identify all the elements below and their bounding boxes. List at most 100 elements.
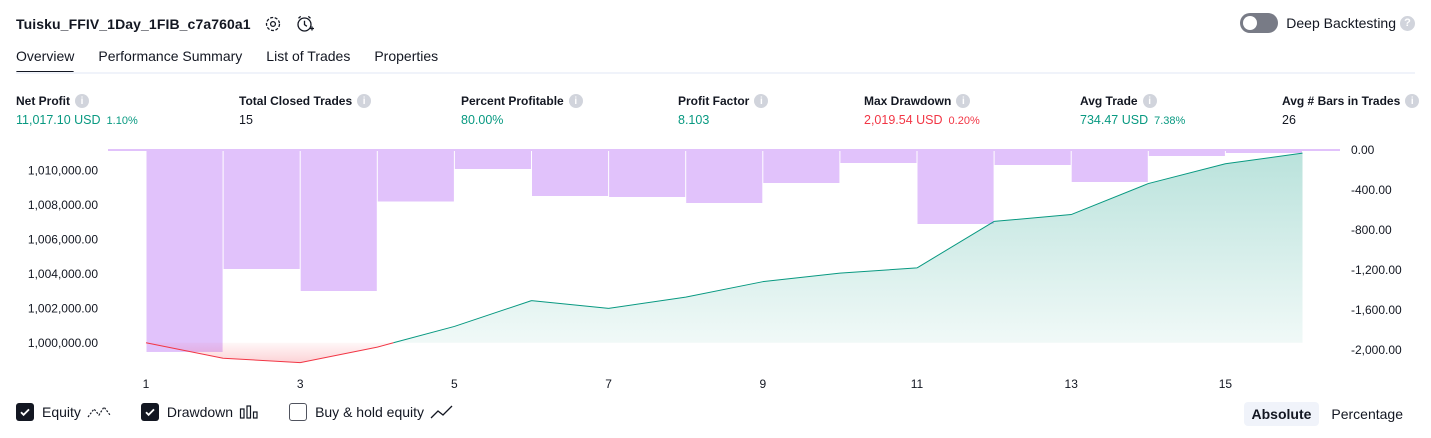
stat-value: 2,019.54 USD — [864, 113, 943, 127]
question-icon[interactable]: ? — [1400, 15, 1415, 31]
deep-backtesting-toggle[interactable] — [1240, 13, 1279, 33]
strategy-header: Tuisku_FFIV_1Day_1FIB_c7a760a1 — [16, 12, 315, 36]
left-axis-tick: 1,008,000.00 — [28, 198, 98, 212]
buy-hold-line-icon — [430, 404, 454, 420]
drawdown-bar — [840, 150, 917, 163]
drawdown-bar — [1071, 150, 1148, 182]
x-axis-tick: 9 — [759, 377, 766, 391]
left-axis-tick: 1,010,000.00 — [28, 164, 98, 178]
legend-drawdown[interactable]: Drawdown — [140, 403, 259, 421]
info-icon[interactable]: i — [75, 94, 89, 108]
left-axis-tick: 1,006,000.00 — [28, 233, 98, 247]
stat-percent: 7.38% — [1154, 115, 1186, 127]
deep-backtesting-label: Deep Backtesting — [1286, 15, 1396, 31]
equity-line-profit — [393, 152, 1303, 344]
stat-value: 8.103 — [678, 113, 710, 127]
equity-drawdown-chart[interactable]: 1,010,000.00 1,008,000.00 1,006,000.00 1,00… — [0, 140, 1431, 395]
percentage-button[interactable]: Percentage — [1331, 406, 1403, 422]
drawdown-bar — [532, 150, 609, 196]
equity-area-profit — [146, 153, 1303, 343]
toggle-knob — [1243, 16, 1258, 30]
stat-value: 80.00% — [461, 113, 504, 127]
left-axis-tick: 1,004,000.00 — [28, 267, 98, 281]
info-icon[interactable]: i — [357, 94, 372, 108]
right-axis-tick: -400.00 — [1351, 183, 1392, 197]
x-axis-tick: 13 — [1065, 377, 1079, 391]
drawdown-bar — [763, 150, 840, 183]
tab-bar: Overview Performance Summary List of Tra… — [16, 48, 462, 74]
legend-equity[interactable]: Equity — [16, 403, 111, 421]
x-axis-tick: 11 — [911, 377, 924, 391]
info-icon[interactable]: i — [1405, 94, 1420, 108]
drawdown-bar — [454, 150, 531, 169]
x-axis-tick: 15 — [1219, 377, 1233, 391]
buy-hold-checkbox[interactable] — [289, 403, 308, 421]
tab-performance-summary[interactable]: Performance Summary — [98, 48, 243, 64]
x-axis-tick: 1 — [143, 377, 150, 391]
chart-legend: Equity Drawdown Buy & hold equity — [16, 403, 484, 421]
stat-value: 11,017.10 USD — [16, 113, 101, 127]
drawdown-bars-icon — [239, 404, 259, 420]
alarm-clock-plus-icon[interactable] — [295, 14, 315, 34]
stat-profit-factor: Profit Factor i 8.103 — [678, 94, 769, 127]
drawdown-bar — [300, 150, 377, 291]
info-icon[interactable]: i — [956, 94, 971, 108]
x-axis-tick: 5 — [451, 377, 458, 391]
stat-label: Avg Trade — [1080, 94, 1138, 108]
drawdown-bar — [146, 150, 223, 352]
right-axis-tick: -2,000.00 — [1351, 343, 1402, 357]
x-axis-tick: 3 — [297, 377, 304, 391]
x-axis-tick: 7 — [605, 377, 612, 391]
equity-line-icon — [87, 404, 111, 420]
stat-label: Max Drawdown — [864, 94, 952, 108]
equity-area-loss — [146, 342, 394, 363]
equity-label: Equity — [42, 404, 81, 420]
drawdown-checkbox[interactable] — [140, 403, 159, 421]
equity-checkbox[interactable] — [16, 403, 34, 421]
right-axis-tick: -1,600.00 — [1351, 303, 1402, 317]
strategy-title: Tuisku_FFIV_1Day_1FIB_c7a760a1 — [16, 16, 251, 32]
tab-list-of-trades[interactable]: List of Trades — [266, 48, 351, 64]
left-axis-tick: 1,000,000.00 — [28, 336, 98, 350]
left-axis-tick: 1,002,000.00 — [28, 301, 98, 315]
drawdown-bar — [1148, 150, 1225, 156]
stat-percent: 0.20% — [948, 115, 980, 127]
info-icon[interactable]: i — [1142, 94, 1157, 108]
stat-value: 15 — [239, 113, 253, 127]
drawdown-bar — [609, 150, 686, 197]
tab-divider — [16, 72, 1415, 74]
drawdown-bar — [1225, 150, 1302, 153]
stat-max-drawdown: Max Drawdown i 2,019.54 USD 0.20% — [864, 94, 980, 127]
stat-label: Avg # Bars in Trades — [1282, 94, 1401, 108]
stat-percent-profitable: Percent Profitable i 80.00% — [461, 94, 583, 127]
stat-value: 26 — [1282, 113, 1296, 127]
gear-icon[interactable] — [263, 14, 283, 34]
scale-mode-switch: Absolute Percentage — [1240, 402, 1412, 426]
stat-label: Profit Factor — [678, 94, 750, 108]
drawdown-bar — [994, 150, 1071, 165]
drawdown-label: Drawdown — [166, 404, 234, 420]
info-icon[interactable]: i — [754, 94, 769, 108]
stat-value: 734.47 USD — [1080, 113, 1149, 127]
tab-properties[interactable]: Properties — [374, 48, 439, 64]
drawdown-bar — [377, 150, 454, 202]
stat-avg-bars-in-trades: Avg # Bars in Trades i 26 — [1282, 94, 1420, 127]
stat-label: Net Profit — [16, 94, 70, 108]
legend-buy-hold-equity[interactable]: Buy & hold equity — [289, 403, 454, 421]
info-icon[interactable]: i — [568, 94, 583, 108]
stat-label: Percent Profitable — [461, 94, 564, 108]
stat-avg-trade: Avg Trade i 734.47 USD 7.38% — [1080, 94, 1185, 127]
absolute-button[interactable]: Absolute — [1243, 402, 1320, 426]
stat-total-closed-trades: Total Closed Trades i 15 — [239, 94, 372, 127]
deep-backtesting: Deep Backtesting ? — [1240, 13, 1415, 33]
right-axis-tick: -800.00 — [1351, 223, 1392, 237]
stat-net-profit: Net Profit i 11,017.10 USD 1.10% — [16, 94, 138, 127]
drawdown-bar — [223, 150, 300, 269]
right-axis-tick: -1,200.00 — [1351, 263, 1402, 277]
buy-hold-label: Buy & hold equity — [315, 404, 425, 420]
equity-line-loss — [145, 342, 394, 364]
tab-overview[interactable]: Overview — [16, 48, 75, 74]
drawdown-bar — [917, 150, 994, 224]
stat-label: Total Closed Trades — [239, 94, 353, 108]
drawdown-bar — [686, 150, 763, 203]
